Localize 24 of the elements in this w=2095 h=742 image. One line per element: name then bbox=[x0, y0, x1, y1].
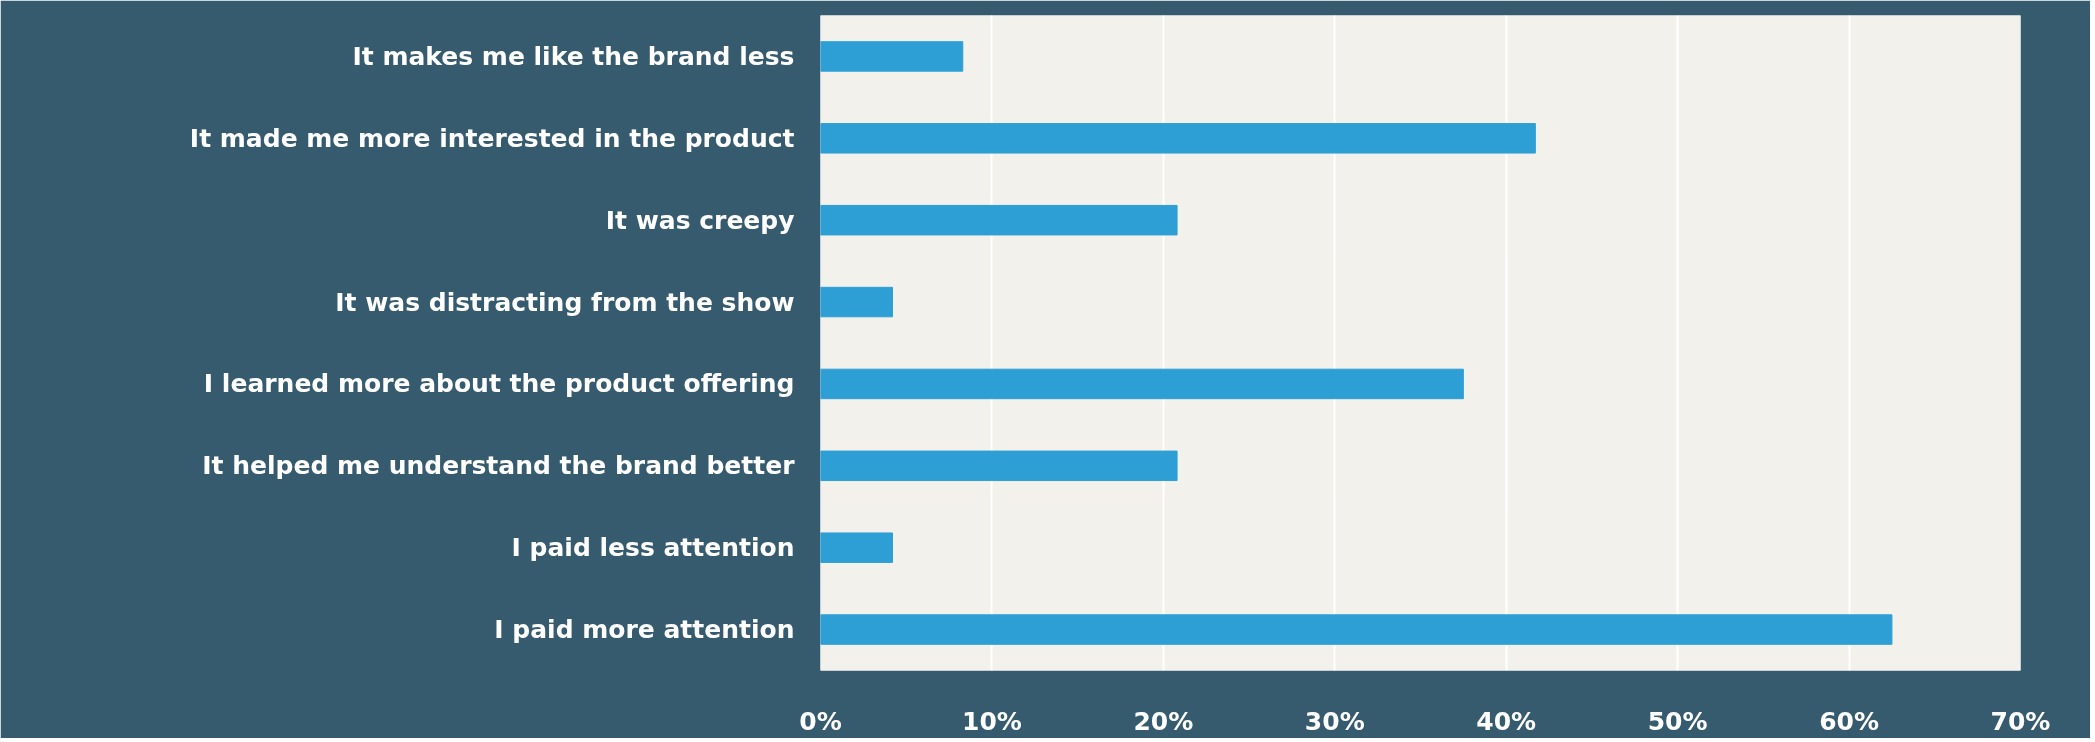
bar bbox=[820, 123, 1536, 154]
y-tick-label: It was creepy bbox=[605, 205, 795, 235]
x-tick-label: 50% bbox=[1647, 706, 1708, 736]
bar bbox=[820, 450, 1178, 482]
x-tick-label: 0% bbox=[799, 706, 842, 736]
bar bbox=[820, 368, 1464, 400]
y-tick-label: It helped me understand the brand better bbox=[202, 451, 796, 481]
y-tick-label: It makes me like the brand less bbox=[352, 41, 795, 71]
x-tick-label: 30% bbox=[1304, 706, 1365, 736]
x-tick-label: 20% bbox=[1133, 706, 1194, 736]
x-tick-label: 40% bbox=[1476, 706, 1537, 736]
bar bbox=[820, 286, 893, 318]
y-tick-label: I paid less attention bbox=[511, 533, 795, 563]
x-tick-label: 60% bbox=[1819, 706, 1879, 736]
y-tick-label: It was distracting from the show bbox=[335, 287, 795, 317]
x-tick-label: 10% bbox=[962, 706, 1022, 736]
y-tick-label: It made me more interested in the product bbox=[189, 123, 795, 153]
x-tick-label: 70% bbox=[1990, 706, 2051, 736]
y-tick-label: I learned more about the product offering bbox=[203, 369, 795, 399]
bar bbox=[820, 614, 1893, 645]
bar bbox=[820, 532, 893, 563]
y-tick-label: I paid more attention bbox=[494, 615, 795, 645]
bar bbox=[820, 204, 1178, 236]
bar bbox=[820, 41, 964, 72]
